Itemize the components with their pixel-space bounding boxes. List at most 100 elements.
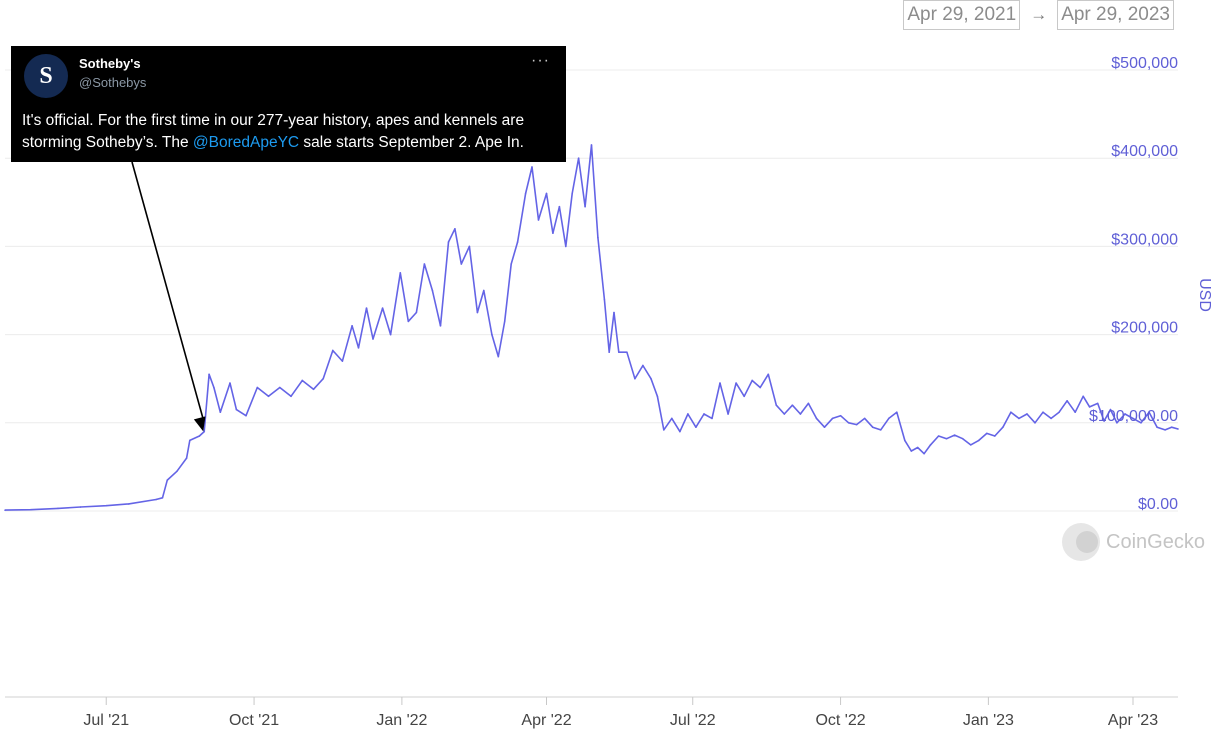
data-point <box>1082 395 1084 398</box>
y-tick-label: $100,000.00 <box>1089 408 1178 425</box>
tweet-author-handle: @Sothebys <box>79 75 147 90</box>
data-point <box>695 426 697 429</box>
data-point <box>807 402 810 405</box>
data-point <box>679 430 681 433</box>
data-point <box>389 333 392 336</box>
data-point <box>439 324 442 327</box>
data-point <box>301 379 304 382</box>
x-tick-label: Jan '23 <box>963 712 1014 729</box>
data-point <box>863 417 866 420</box>
data-point <box>994 435 996 437</box>
x-tick-label: Jul '21 <box>83 712 129 729</box>
tweet-mention-link: @BoredApeYC <box>192 134 300 151</box>
data-point <box>1177 428 1179 430</box>
data-point <box>213 386 215 389</box>
data-point <box>399 272 402 274</box>
tweet-author-name: Sotheby's <box>79 56 141 71</box>
data-point <box>887 417 890 420</box>
data-point <box>759 386 762 389</box>
data-point <box>727 413 729 415</box>
data-point <box>1018 417 1020 420</box>
x-tick-label: Jan '22 <box>376 712 427 729</box>
data-point <box>483 289 485 292</box>
data-point <box>831 417 834 420</box>
annotation-arrow-line <box>131 161 205 420</box>
data-point <box>245 414 247 417</box>
data-point <box>552 232 554 234</box>
data-point <box>208 373 210 376</box>
data-point <box>815 417 818 420</box>
data-point <box>923 452 925 455</box>
data-point <box>626 351 628 354</box>
data-point <box>735 382 737 384</box>
data-point <box>256 386 259 389</box>
data-point <box>1042 411 1044 414</box>
data-point <box>783 413 786 415</box>
x-tick-label: Jul '22 <box>670 712 716 729</box>
coingecko-watermark: CoinGecko <box>1062 523 1205 561</box>
data-point <box>203 430 206 433</box>
data-point <box>1058 411 1060 414</box>
data-point <box>4 509 6 511</box>
data-point <box>219 411 222 414</box>
x-tick-label: Oct '21 <box>229 712 279 729</box>
y-axis-title: USD <box>1196 278 1213 312</box>
data-point <box>642 364 644 367</box>
data-point <box>590 144 593 146</box>
data-point <box>497 355 500 358</box>
data-point <box>904 439 906 442</box>
data-point <box>423 263 426 265</box>
start-date-field[interactable]: Apr 29, 2021 <box>903 0 1021 30</box>
data-point <box>650 377 652 380</box>
data-point <box>751 379 753 382</box>
data-point <box>671 417 673 420</box>
data-point <box>910 450 913 452</box>
data-point <box>229 382 231 384</box>
data-point <box>558 205 561 208</box>
data-point <box>545 192 548 195</box>
series-layer <box>4 144 1179 511</box>
data-point <box>823 426 826 429</box>
data-point <box>365 307 368 309</box>
data-point <box>357 347 360 349</box>
data-point <box>961 437 964 440</box>
data-point <box>663 429 665 431</box>
data-point <box>503 320 506 323</box>
data-point <box>198 435 201 437</box>
data-point <box>1034 422 1036 424</box>
data-point <box>687 413 689 415</box>
data-point <box>743 395 745 398</box>
data-point <box>1010 411 1012 414</box>
data-point <box>1124 413 1126 415</box>
date-range-picker: Apr 29, 2021 → Apr 29, 2023 <box>903 0 1174 30</box>
tweet-text-start: It's official. For the first time in our… <box>22 112 525 151</box>
y-tick-label: $0.00 <box>1138 496 1178 513</box>
data-point <box>839 414 842 417</box>
data-point <box>185 457 188 459</box>
data-point <box>916 446 919 449</box>
data-point <box>985 432 988 435</box>
data-point <box>879 429 882 431</box>
data-point <box>597 236 599 239</box>
data-point <box>331 349 334 352</box>
data-point <box>322 377 324 380</box>
data-point <box>351 324 353 327</box>
end-date-field[interactable]: Apr 29, 2023 <box>1057 0 1174 30</box>
data-point <box>703 413 705 415</box>
y-tick-label: $200,000 <box>1111 320 1178 337</box>
y-tick-label: $500,000 <box>1111 55 1178 72</box>
arrow-right-icon: → <box>1030 5 1048 24</box>
data-point <box>1156 426 1158 429</box>
price-series-line <box>4 144 1179 511</box>
data-point <box>166 479 169 481</box>
data-point <box>1066 399 1068 402</box>
data-point <box>381 307 384 309</box>
data-point <box>577 157 580 159</box>
data-point <box>29 508 32 511</box>
data-point <box>447 241 450 243</box>
data-point <box>1026 413 1028 415</box>
data-point <box>454 227 456 230</box>
data-point <box>945 437 948 440</box>
x-tick-label: Oct '22 <box>815 712 865 729</box>
x-tick-label: Apr '23 <box>1108 712 1158 729</box>
